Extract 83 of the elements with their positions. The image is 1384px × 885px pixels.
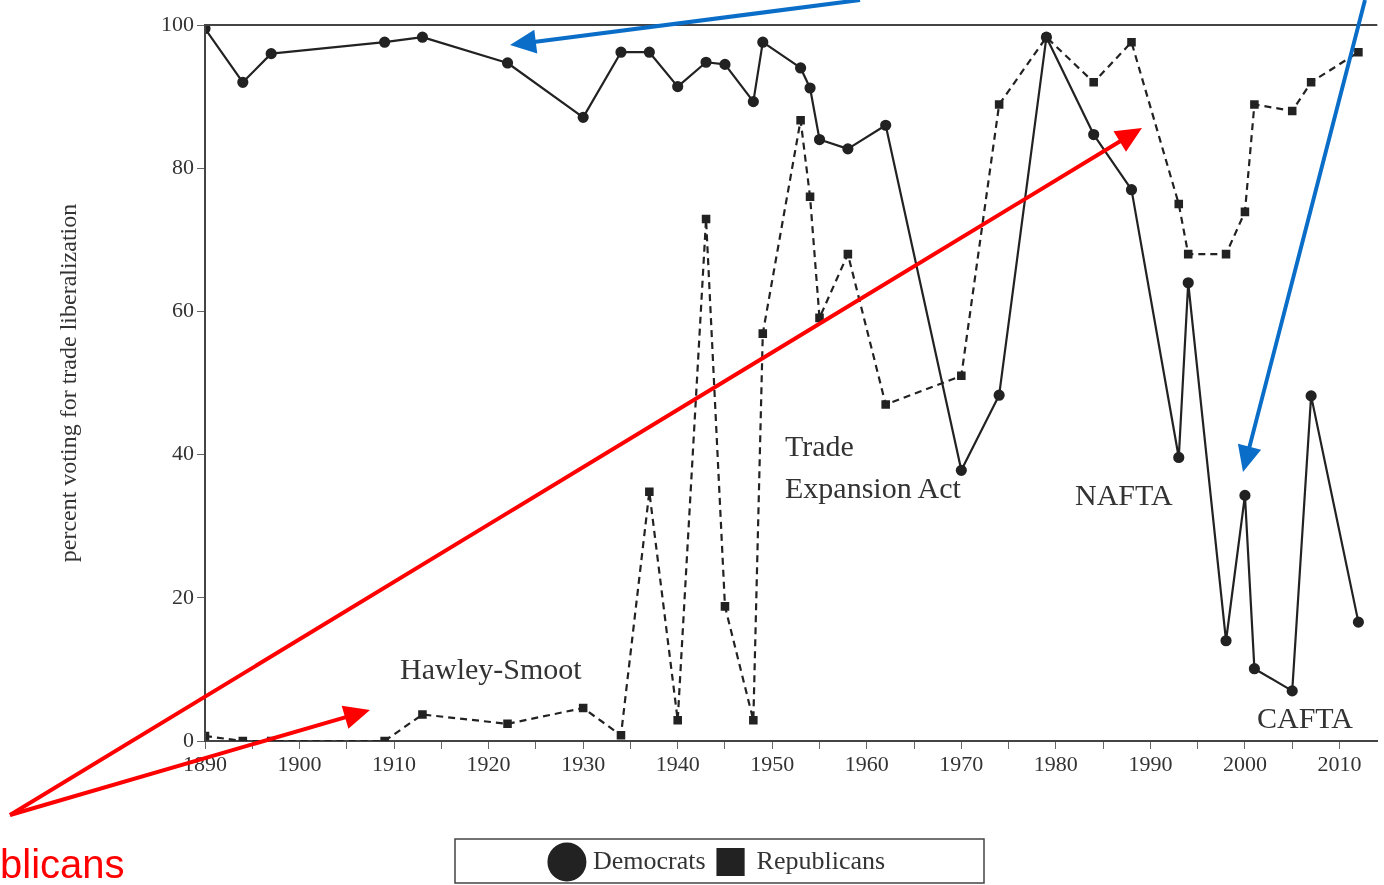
point	[673, 715, 682, 725]
point	[758, 329, 768, 338]
point	[578, 703, 588, 713]
point	[815, 313, 824, 323]
x-tick-label: 2010	[1317, 750, 1362, 776]
point	[1088, 128, 1100, 141]
y-tick-label: 20	[172, 583, 194, 609]
point	[1287, 106, 1297, 116]
point	[880, 119, 892, 131]
legend-label: Democrats	[592, 845, 706, 875]
point	[842, 143, 854, 155]
legend-label: Republicans	[756, 845, 886, 875]
point	[1174, 199, 1184, 209]
x-tick-label: 1910	[372, 750, 417, 776]
point	[804, 82, 816, 94]
point	[795, 62, 807, 74]
x-tick-label: 1940	[655, 750, 700, 776]
point	[1352, 616, 1364, 628]
x-tick-label: 1960	[844, 750, 889, 776]
point	[1127, 37, 1136, 47]
point	[1354, 47, 1363, 57]
point	[757, 36, 769, 48]
point	[1250, 100, 1259, 109]
y-axis-title: percent voting for trade liberalization	[54, 203, 81, 563]
annotation: Hawley-Smoot	[400, 651, 583, 687]
y-tick-label: 60	[172, 297, 194, 323]
point	[994, 100, 1004, 109]
point	[749, 715, 758, 725]
point	[1305, 390, 1317, 402]
x-tick-label: 2000	[1222, 750, 1267, 776]
point	[796, 115, 805, 125]
point	[720, 602, 730, 611]
y-tick-label: 0	[183, 726, 194, 752]
point	[701, 214, 711, 224]
point	[379, 36, 391, 48]
point	[747, 96, 759, 108]
point	[1248, 663, 1260, 675]
point	[993, 389, 1005, 401]
point	[1173, 451, 1185, 464]
point	[1221, 249, 1231, 259]
point	[1286, 685, 1298, 697]
point	[843, 249, 853, 259]
point	[265, 48, 277, 60]
x-tick-label: 1980	[1033, 750, 1078, 776]
point	[1240, 207, 1250, 217]
y-tick-label: 100	[161, 10, 194, 36]
point	[615, 46, 627, 58]
point	[955, 464, 967, 476]
annotation: CAFTA	[1257, 700, 1354, 736]
x-tick-label: 1930	[561, 750, 606, 776]
point	[616, 730, 626, 740]
point	[700, 56, 712, 68]
point	[237, 76, 249, 88]
point	[1089, 78, 1098, 87]
annotation: Trade Expansion Act	[785, 428, 962, 506]
point	[719, 58, 731, 70]
y-tick-label: 80	[172, 153, 194, 179]
point	[1125, 184, 1138, 196]
point	[1239, 489, 1251, 502]
point	[501, 57, 514, 69]
point	[643, 46, 655, 58]
annotation: NAFTA	[1075, 477, 1174, 513]
x-tick-label: 1990	[1128, 750, 1173, 776]
point	[957, 371, 966, 381]
x-tick-label: 1920	[466, 750, 511, 776]
point	[881, 400, 890, 409]
text: blicans	[0, 841, 126, 885]
point	[577, 111, 589, 123]
point	[1183, 249, 1193, 259]
x-tick-label: 1970	[939, 750, 984, 776]
point	[1182, 277, 1194, 289]
point	[645, 487, 654, 497]
y-tick-label: 40	[172, 440, 194, 466]
point	[418, 710, 427, 719]
x-tick-label: 1950	[750, 750, 795, 776]
point	[503, 719, 512, 729]
point	[1306, 78, 1316, 87]
point	[805, 192, 815, 202]
point	[813, 133, 826, 146]
point	[672, 80, 684, 93]
x-tick-label: 1900	[277, 750, 322, 776]
point	[416, 31, 429, 43]
point	[1220, 635, 1232, 647]
